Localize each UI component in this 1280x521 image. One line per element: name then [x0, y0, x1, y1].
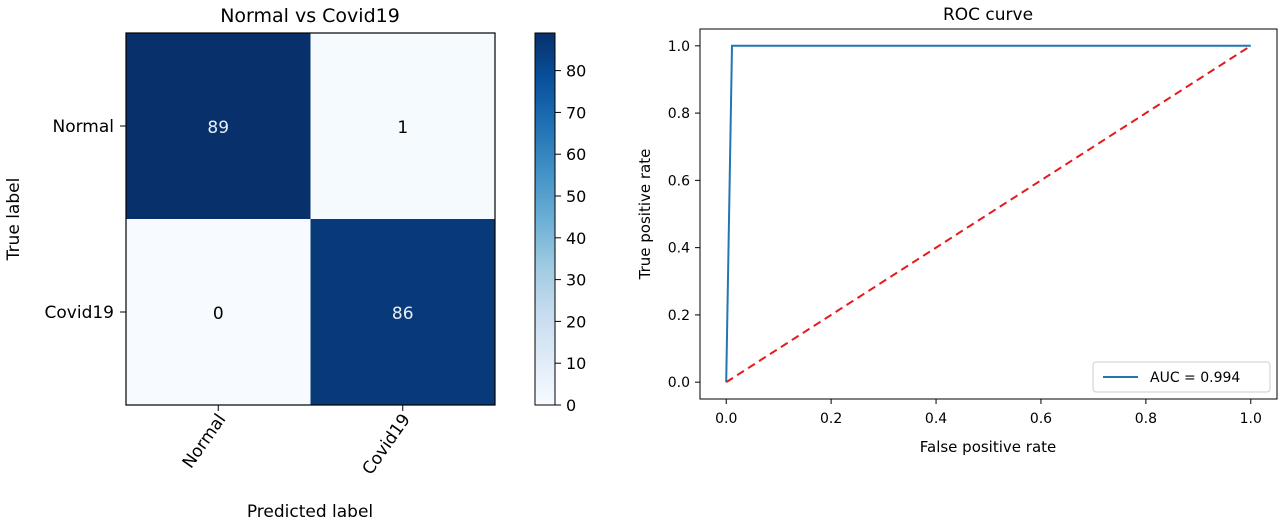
cm-xtick-label: Covid19 — [359, 410, 415, 478]
cm-xlabel: Predicted label — [247, 502, 373, 521]
roc-xtick-label: 0.2 — [820, 411, 842, 427]
roc-xtick-label: 0.8 — [1135, 411, 1157, 427]
roc-ytick-label: 0.0 — [668, 375, 690, 391]
colorbar-tick-label: 30 — [566, 271, 586, 290]
cm-cells: 89 1 0 86 — [126, 33, 495, 405]
roc-chance-line — [725, 44, 1252, 384]
roc-panel: ROC curve 0.0 0.2 0.4 0.6 0.8 1.0 0.0 0.2 0.4 0.6… — [636, 5, 1278, 456]
cm-cell-label: 0 — [213, 304, 224, 324]
roc-ylabel: True positive rate — [636, 149, 654, 281]
roc-title: ROC curve — [943, 5, 1033, 25]
roc-legend: AUC = 0.994 — [1092, 361, 1271, 393]
roc-lines — [725, 44, 1252, 384]
roc-frame — [699, 28, 1278, 400]
colorbar-tick-label: 80 — [566, 62, 586, 81]
colorbar-tick-label: 0 — [566, 396, 576, 415]
roc-ticks: 0.0 0.2 0.4 0.6 0.8 1.0 0.0 0.2 0.4 0.6 0.8 1.0 — [668, 39, 1262, 427]
cm-cell — [310, 33, 495, 219]
roc-curve — [725, 44, 1251, 383]
legend-box — [1092, 361, 1271, 393]
cm-cell-label: 86 — [392, 304, 414, 324]
colorbar-tick-label: 10 — [566, 354, 586, 373]
colorbar-tick-label: 70 — [566, 103, 586, 122]
colorbar: 0 10 20 30 40 50 60 70 80 — [534, 32, 586, 415]
cm-title: Normal vs Covid19 — [220, 5, 400, 27]
roc-ytick-label: 0.2 — [668, 308, 690, 324]
roc-ytick-label: 1.0 — [668, 39, 690, 55]
cm-cell-label: 1 — [397, 118, 408, 138]
roc-xlabel: False positive rate — [920, 438, 1057, 456]
roc-xtick-label: 1.0 — [1240, 411, 1262, 427]
colorbar-tick-label: 20 — [566, 312, 586, 331]
colorbar-ticks: 0 10 20 30 40 50 60 70 80 — [555, 62, 586, 415]
cm-ylabel: True label — [4, 178, 24, 262]
colorbar-tick-label: 60 — [566, 145, 586, 164]
roc-ytick-label: 0.4 — [668, 241, 690, 257]
cm-ytick-label: Normal — [52, 117, 114, 137]
cm-cell-label: 89 — [207, 118, 229, 138]
colorbar-gradient — [534, 32, 556, 406]
cm-cell — [310, 219, 495, 405]
cm-frame — [125, 32, 496, 406]
colorbar-tick-label: 40 — [566, 229, 586, 248]
roc-xtick-label: 0.6 — [1030, 411, 1052, 427]
roc-ytick-label: 0.8 — [668, 106, 690, 122]
legend-label: AUC = 0.994 — [1150, 370, 1240, 386]
cm-cell — [126, 219, 311, 405]
roc-ytick-label: 0.6 — [668, 173, 690, 189]
roc-xtick-label: 0.0 — [715, 411, 737, 427]
cm-ytick-label: Covid19 — [45, 303, 114, 323]
cm-xtick-label: Normal — [179, 410, 231, 472]
cm-cell — [126, 33, 311, 219]
roc-xtick-label: 0.4 — [925, 411, 947, 427]
colorbar-tick-label: 50 — [566, 187, 586, 206]
confusion-matrix-panel: Normal vs Covid19 89 1 0 86 Normal Covid19 No… — [4, 5, 496, 521]
